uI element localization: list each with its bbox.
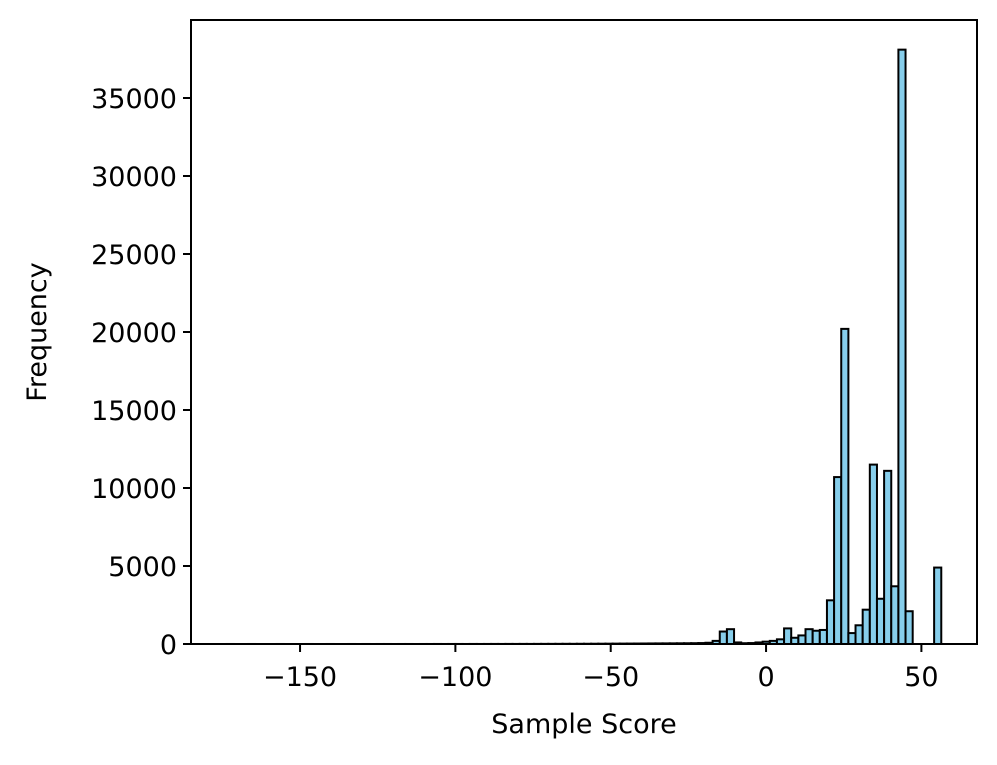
bar: [934, 568, 941, 644]
y-tick-label: 5000: [108, 552, 177, 583]
bar: [877, 599, 884, 644]
bar: [820, 630, 827, 644]
y-tick-label: 25000: [91, 240, 177, 271]
bar: [884, 471, 891, 644]
bar: [834, 477, 841, 644]
y-tick-label: 15000: [91, 396, 177, 427]
y-tick-label: 30000: [91, 162, 177, 193]
bar: [806, 629, 813, 644]
bar: [863, 610, 870, 644]
bar: [870, 465, 877, 644]
bar: [856, 625, 863, 644]
y-tick-label: 0: [160, 630, 177, 661]
x-tick-label: 0: [757, 662, 774, 693]
x-tick-label: −100: [418, 662, 492, 693]
bar: [898, 50, 905, 644]
bar: [798, 635, 805, 644]
bar: [827, 600, 834, 644]
x-tick-label: 50: [904, 662, 938, 693]
bar: [727, 629, 734, 644]
bar: [813, 631, 820, 644]
y-axis-label: Frequency: [22, 262, 53, 402]
bar: [720, 632, 727, 644]
bar: [841, 329, 848, 644]
y-tick-label: 20000: [91, 318, 177, 349]
y-tick-label: 10000: [91, 474, 177, 505]
x-axis-label: Sample Score: [491, 709, 676, 740]
bar: [784, 628, 791, 644]
x-tick-label: −50: [582, 662, 639, 693]
plot-frame: [191, 20, 977, 644]
bar: [906, 611, 913, 644]
bar: [848, 633, 855, 644]
bar: [891, 586, 898, 644]
x-tick-label: −150: [263, 662, 337, 693]
y-tick-label: 35000: [91, 84, 177, 115]
